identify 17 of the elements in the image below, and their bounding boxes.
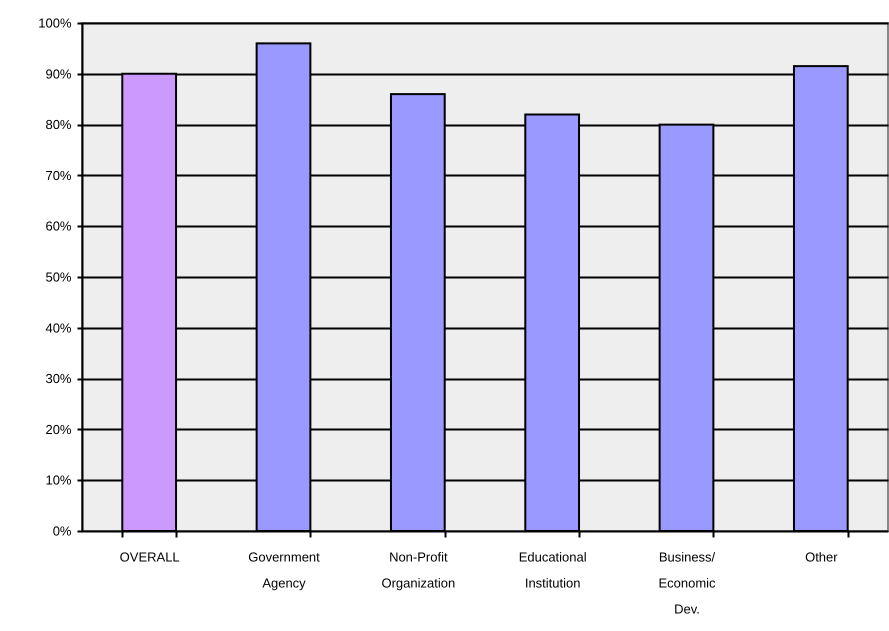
y-tick-label: 40% [45, 320, 72, 336]
x-tick-label: Business/ Economic Dev. [658, 550, 716, 616]
y-tick-label: 50% [45, 270, 72, 284]
y-tick-label: 30% [45, 371, 72, 386]
y-tick-label: 20% [45, 422, 72, 437]
x-tick-label: Non-Profit Organization [381, 550, 456, 590]
x-tick-label: Other [805, 550, 838, 564]
y-tick-label: 0% [52, 524, 72, 538]
x-tick-label: Government Agency [248, 550, 320, 590]
y-tick-label: 100% [38, 16, 72, 30]
y-tick-label: 70% [45, 168, 72, 183]
y-tick-label: 90% [45, 66, 72, 82]
y-tick-label: 80% [45, 117, 72, 132]
y-tick-label: 60% [45, 218, 72, 234]
x-tick-label: OVERALL [120, 550, 180, 564]
y-tick-label: 10% [45, 472, 72, 488]
x-tick-label: Educational Institution [518, 550, 587, 590]
